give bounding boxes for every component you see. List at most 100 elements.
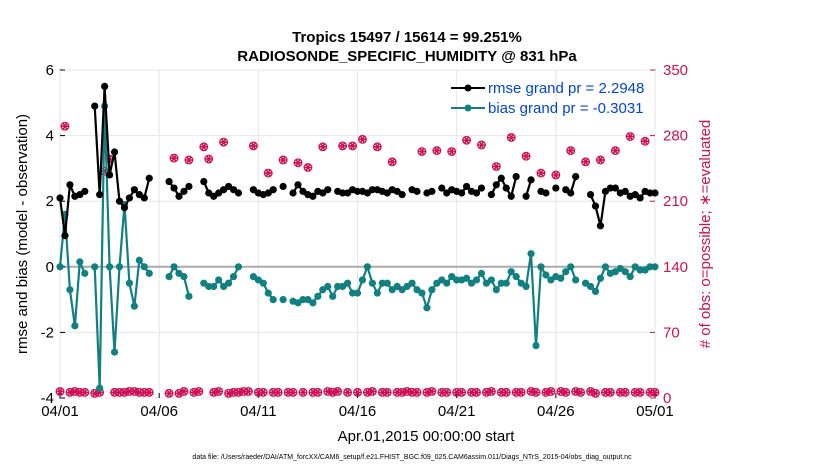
obs-evaluated-point [145,388,154,397]
bias-point [418,289,426,297]
rmse-point [428,187,436,195]
obs-evaluated-point [487,387,496,396]
rmse-point [596,222,605,230]
obs-evaluated-point [55,387,65,396]
obs-evaluated-point [462,136,471,145]
obs-evaluated-point [179,387,189,396]
legend: rmse grand pr = 2.2948 bias grand pr = -… [451,80,644,117]
bias-point [56,263,64,271]
bias-point [378,279,386,287]
bias-point [542,271,550,279]
bias-point [170,263,178,271]
obs-evaluated-point [293,158,303,167]
bias-point [264,289,272,297]
obs-evaluated-point [353,388,362,397]
rmse-point [507,192,515,200]
y-left-tick-label: 2 [46,193,54,210]
x-tick-label: 04/01 [41,403,79,420]
y-right-tick-label: 350 [663,62,688,79]
rmse-point [170,184,178,192]
y-left-tick-label: 0 [46,259,54,276]
bias-point [572,276,580,284]
obs-evaluated-point [234,388,243,397]
rmse-point [567,189,575,197]
rmse-point [522,192,530,200]
obs-evaluated-point [566,146,575,155]
rmse-point [61,232,69,240]
obs-evaluated-point [402,387,412,396]
x-tick-label: 05/01 [636,403,674,420]
obs-evaluated-point [298,388,308,397]
obs-evaluated-point [571,387,580,396]
obs-evaluated-point [209,388,218,397]
rmse-point [81,187,89,195]
bias-point [423,304,431,312]
rmse-point [309,192,317,200]
bias-point [115,263,124,271]
y-right-tick-label: 70 [663,324,680,341]
obs-evaluated-point [224,389,233,398]
rmse-point [324,186,332,194]
bias-point [651,263,659,271]
rmse-point [101,82,109,90]
obs-evaluated-point [611,146,620,155]
rmse-point [234,189,243,197]
rmse-point [353,187,362,195]
obs-evaluated-point [492,162,501,171]
bias-point [512,273,520,281]
rmse-point [269,186,277,194]
rmse-point [294,181,302,189]
obs-evaluated-point [60,122,70,131]
rmse-point [552,184,560,192]
bias-point [557,274,565,282]
rmse-point [487,191,495,199]
rmse-point [586,191,595,199]
bias-point [537,263,545,271]
obs-evaluated-point [343,388,352,397]
x-tick-label: 04/16 [339,403,377,420]
bias-point [205,282,213,291]
rmse-point [339,189,347,197]
obs-evaluated-point [274,388,283,397]
bias-point [71,322,79,330]
bias-point [185,292,193,300]
obs-evaluated-point [477,140,486,149]
obs-evaluated-point [397,388,407,397]
rmse-point [611,184,619,192]
bias-point [532,341,540,350]
gridlines [59,69,656,399]
obs-evaluated-point [328,388,337,397]
obs-evaluated-point [259,388,268,397]
rmse-point [413,187,421,195]
bias-point [105,263,114,271]
obs-evaluated-point [204,155,213,164]
bias-point [324,282,332,291]
rmse-point [462,182,471,191]
obs-evaluated-point [596,155,605,164]
bias-point [646,263,654,271]
obs-evaluated-point [442,388,451,397]
rmse-point [458,189,466,197]
bias-point [334,282,342,291]
bias-point [314,292,322,300]
y-left-tick-label: 4 [46,128,54,145]
bias-point [373,289,381,297]
bias-point [269,296,277,304]
obs-evaluated-point [546,387,556,396]
rmse-point [91,102,99,110]
rmse-point [646,189,654,197]
chart-title: Tropics 15497 / 15614 = 99.251% [292,29,522,46]
rmse-point [56,194,64,202]
bias-point [215,276,223,284]
bias-point [165,273,173,281]
obs-evaluated-point [333,387,342,396]
bias-point [180,273,188,281]
obs-evaluated-point [626,132,635,141]
obs-evaluated-point [318,142,327,151]
obs-evaluated-point [264,168,273,178]
bias-point [259,279,267,287]
bias-point [135,256,143,264]
obs-evaluated-point [303,163,313,172]
series-layer [55,82,660,398]
x-axis-ticks: 04/01 04/06 04/11 04/16 04/21 04/26 05/01 [41,393,674,420]
